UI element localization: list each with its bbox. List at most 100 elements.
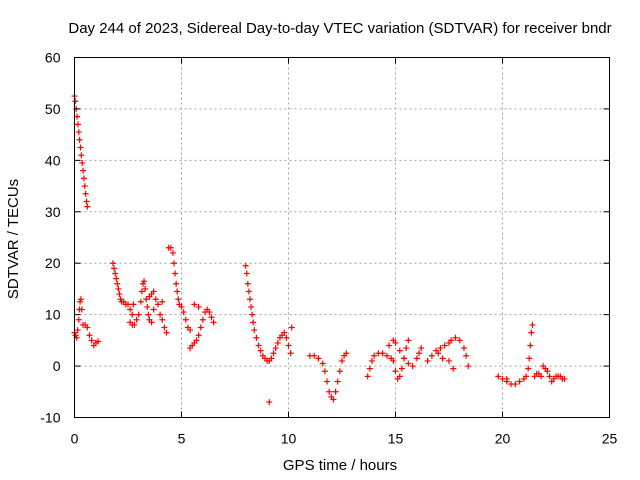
data-point [80,175,87,182]
data-point [143,296,150,303]
data-point [285,342,292,349]
data-point [74,327,81,334]
data-point [452,334,459,341]
data-point [272,345,279,352]
data-point [435,350,442,357]
data-point [193,337,200,344]
y-axis-title: SDTVAR / TECUs [5,179,22,299]
data-point [206,309,213,316]
data-point [173,280,180,287]
data-point [546,373,553,380]
data-point [424,357,431,364]
data-point [248,303,255,310]
data-point [319,360,326,367]
x-tick-label: 15 [388,431,404,447]
data-point [266,399,273,406]
data-point [326,388,333,395]
data-point [386,342,393,349]
data-point [75,316,82,323]
data-point [75,129,82,136]
data-point [368,357,375,364]
data-point [503,375,510,382]
data-point [460,345,467,352]
data-point [250,319,257,326]
data-point [125,301,131,308]
data-point [418,345,425,352]
data-point [463,352,470,359]
data-point [332,388,339,395]
data-point [152,296,159,303]
data-point [115,285,122,292]
data-point [439,355,446,362]
data-point [409,363,416,370]
x-tick-label: 25 [602,431,618,447]
data-point [330,396,337,403]
x-tick-label: 20 [495,431,511,447]
y-tick-label: 40 [45,152,61,168]
data-point [197,324,204,331]
data-point [413,355,420,362]
data-point [187,327,194,334]
data-point [448,337,455,344]
data-point [379,350,386,357]
x-tick-label: 0 [71,431,79,447]
y-tick-label: 30 [45,204,61,220]
data-point [172,270,179,277]
data-point [401,355,408,362]
data-point [495,373,502,380]
data-point [257,347,264,354]
data-point [111,265,118,272]
data-point [529,321,536,328]
y-tick-label: 10 [45,307,61,323]
data-point [246,296,253,303]
data-point [76,136,83,143]
data-point [161,324,168,331]
data-point [86,332,93,339]
data-point [135,311,142,318]
data-point [78,306,85,313]
data-point [159,316,166,323]
data-point [195,332,202,339]
data-point [72,98,79,105]
data-point [242,262,249,269]
data-point [74,121,81,128]
data-point [244,280,251,287]
data-point [441,342,448,349]
data-point [116,291,123,298]
data-point [544,368,551,375]
data-point [112,270,119,277]
chart-title: Day 244 of 2023, Sidereal Day-to-day VTE… [68,20,611,37]
x-tick-label: 10 [281,431,297,447]
data-point [398,365,405,372]
data-point [396,347,403,354]
data-point [129,311,136,318]
data-point [456,337,463,344]
data-point [180,309,187,316]
data-point [270,350,277,357]
data-point [182,316,189,323]
data-point [274,339,281,346]
data-point [133,316,140,323]
data-point [82,190,89,197]
data-point [525,365,532,372]
data-point [243,270,250,277]
data-point [195,303,202,310]
data-points [71,93,568,406]
data-point [528,329,535,336]
data-point [366,365,373,372]
grid [74,57,610,418]
data-point [79,159,86,166]
data-point [167,244,174,251]
x-axis-title: GPS time / hours [283,457,397,474]
data-point [77,144,84,151]
data-point [78,152,85,159]
data-point [526,355,533,362]
data-point [428,352,435,359]
data-point [163,329,170,336]
data-point [392,339,399,346]
data-point [141,278,148,285]
data-point [145,311,152,318]
data-point [95,338,102,345]
data-point [405,360,412,367]
